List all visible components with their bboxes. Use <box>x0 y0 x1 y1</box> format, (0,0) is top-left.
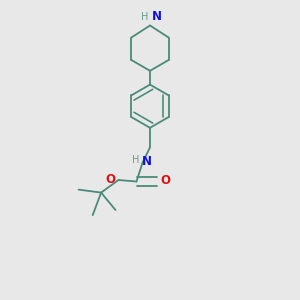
Text: N: N <box>142 155 152 169</box>
Text: O: O <box>160 174 170 188</box>
Text: O: O <box>106 173 116 186</box>
Text: N: N <box>152 10 161 22</box>
Text: H: H <box>132 155 140 166</box>
Text: H: H <box>141 12 148 22</box>
